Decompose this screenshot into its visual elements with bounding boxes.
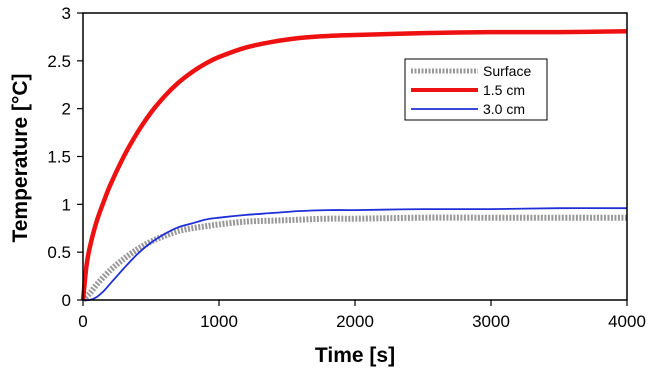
y-tick-label: 2.5 xyxy=(47,52,71,71)
y-tick-label: 2 xyxy=(62,100,71,119)
x-tick-label: 1000 xyxy=(200,312,238,331)
x-tick-label: 0 xyxy=(78,312,87,331)
y-axis-title: Temperature [°C] xyxy=(9,73,32,242)
y-tick-label: 0 xyxy=(62,291,71,310)
series-line-1-5-cm xyxy=(80,28,628,301)
series-line-3-0-cm xyxy=(82,207,628,302)
x-tick-label: 2000 xyxy=(336,312,374,331)
y-tick-label: 1 xyxy=(62,195,71,214)
x-axis-title: Time [s] xyxy=(315,344,395,367)
y-tick-label: 1.5 xyxy=(47,148,71,167)
series-line-surface xyxy=(80,214,627,303)
y-tick-label: 3 xyxy=(62,4,71,23)
axis-ticks xyxy=(77,12,628,306)
x-tick-label: 4000 xyxy=(608,312,646,331)
legend: Surface 1.5 cm 3.0 cm xyxy=(404,58,548,121)
y-tick-label: 0.5 xyxy=(47,243,71,262)
legend-label: Surface xyxy=(483,63,531,79)
plot-lines xyxy=(80,28,628,303)
legend-label: 3.0 cm xyxy=(483,101,525,117)
legend-label: 1.5 cm xyxy=(483,82,525,98)
plot-frame xyxy=(82,12,628,301)
x-tick-label: 3000 xyxy=(472,312,510,331)
tick-labels: 0 1000 2000 3000 4000 0 0.5 1 1.5 2 2.5 3 xyxy=(47,4,646,331)
